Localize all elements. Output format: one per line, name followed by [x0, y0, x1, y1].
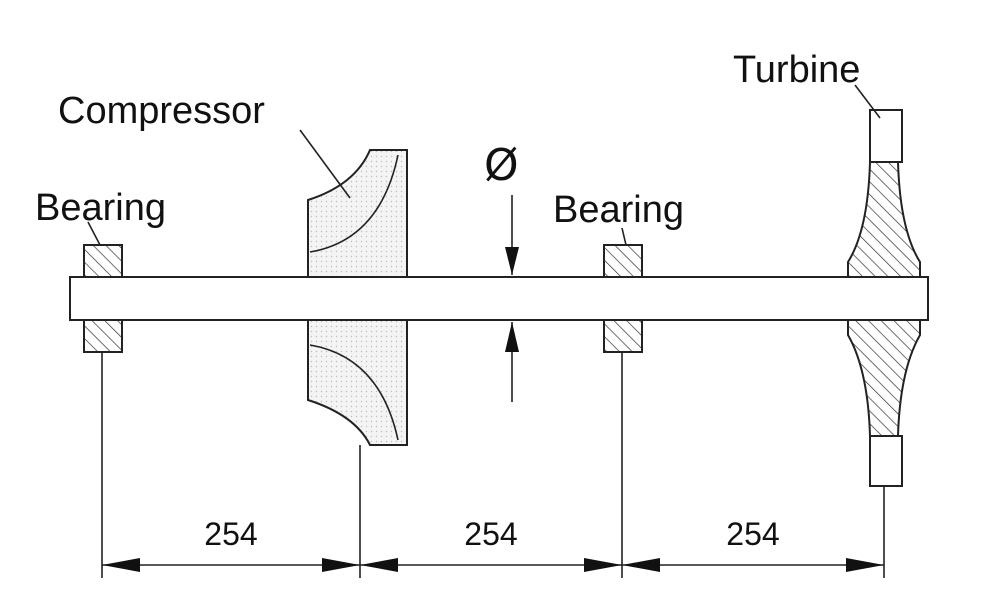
- dimension-value-1: 254: [204, 516, 257, 552]
- turbine-label: Turbine: [733, 49, 860, 91]
- bearing-left: [83, 244, 123, 353]
- dimension-value-3: 254: [726, 516, 779, 552]
- bearing-left-label: Bearing: [35, 187, 166, 229]
- diameter-symbol: Ø: [484, 140, 519, 191]
- dimension-line: [102, 558, 884, 572]
- compressor-wheel: [307, 149, 408, 446]
- bearing-right-leader: [621, 227, 627, 246]
- shaft: [69, 276, 929, 321]
- extension-lines: [101, 352, 885, 578]
- turbine-disk: [847, 109, 921, 487]
- compressor-leader: [299, 129, 351, 199]
- bearing-left-leader: [87, 221, 101, 246]
- compressor-label: Compressor: [58, 90, 265, 132]
- bearing-right-label: Bearing: [553, 189, 684, 231]
- turbine-leader: [854, 84, 881, 119]
- dimension-value-2: 254: [464, 516, 517, 552]
- diameter-indicator: [505, 195, 519, 402]
